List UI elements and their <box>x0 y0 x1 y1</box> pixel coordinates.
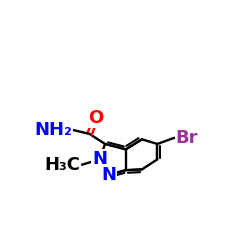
Text: N: N <box>102 166 116 184</box>
Text: N: N <box>92 150 107 168</box>
Text: NH₂: NH₂ <box>34 121 72 139</box>
Text: H₃C: H₃C <box>44 156 80 174</box>
Text: O: O <box>88 109 104 127</box>
Text: Br: Br <box>176 129 198 147</box>
